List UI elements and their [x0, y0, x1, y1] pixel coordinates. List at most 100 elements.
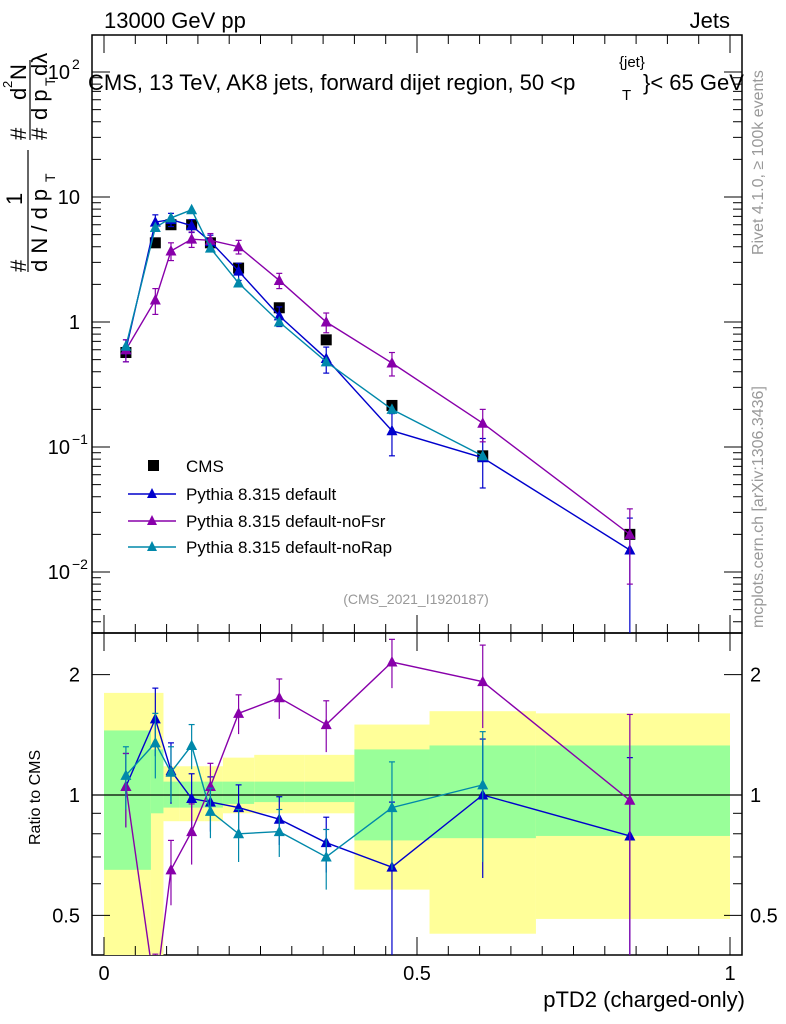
plot-title-subscript: T — [622, 87, 631, 104]
x-tick-label: 1 — [724, 963, 735, 985]
marker-noFsr — [624, 528, 636, 539]
legend-marker-norap — [147, 541, 157, 551]
ratio-bands — [92, 692, 742, 955]
ratio-y-tick-label: 0.5 — [52, 905, 80, 927]
x-tick-label: 0.5 — [403, 963, 431, 985]
ratio-marker-noFsr — [186, 825, 198, 837]
ylabel-T1: T — [42, 173, 58, 182]
side-label-rivet: Rivet 4.1.0, ≥ 100k events — [750, 70, 767, 255]
marker-noRap — [477, 449, 489, 461]
marker-noRap — [149, 221, 161, 233]
ratio-marker-noRap — [320, 850, 332, 862]
plot-title: CMS, 13 TeV, AK8 jets, forward dijet reg… — [88, 54, 744, 104]
marker-noFsr — [477, 417, 489, 428]
marker-noFsr — [386, 356, 398, 368]
marker-noRap — [120, 340, 132, 351]
ratio-marker-noFsr — [233, 707, 245, 718]
main-y-tick-label: 1 — [69, 312, 80, 334]
plot-title-main: CMS, 13 TeV, AK8 jets, forward dijet reg… — [88, 70, 575, 95]
ylabel-hash-1: # — [6, 259, 31, 272]
ratio-y-tick-label: 2 — [69, 665, 80, 687]
ratio-marker-noRap — [120, 769, 132, 780]
x-axis-label: pTD2 (charged-only) — [543, 987, 745, 1012]
marker-noRap — [204, 242, 216, 253]
main-y-tick-label: 10 — [48, 62, 70, 84]
marker-noRap — [273, 316, 285, 327]
plot-title-end: }< 65 GeV — [643, 70, 744, 95]
ylabel-hash-2: # — [6, 127, 31, 140]
marker-noRap — [233, 277, 245, 288]
ratio-line-noRap — [125, 741, 483, 858]
ylabel-d2N-N: N — [6, 64, 31, 80]
ratio-marker-noFsr — [150, 987, 161, 998]
legend-label-nofsr: Pythia 8.315 default-noFsr — [186, 512, 386, 531]
ratio-marker-noRap — [165, 766, 177, 777]
ratio-y-tick-label: 1 — [69, 785, 80, 807]
main-y-tick-label-exp: −2 — [72, 556, 88, 572]
main-y-tick-label-exp: −1 — [72, 431, 88, 447]
ratio-marker-noRap — [386, 801, 398, 813]
main-y-axis-label: # 1 d N / d p T # d 2 N # d p T dλ — [0, 53, 58, 272]
main-y-tick-label: 10 — [58, 187, 80, 209]
ratio-band-green — [535, 745, 730, 836]
main-plot-layer — [120, 203, 636, 633]
side-label-mcplots: mcplots.cern.ch [arXiv:1306.3436] — [750, 386, 767, 628]
ratio-y-tick-label-right: 2 — [750, 665, 761, 687]
marker-noRap — [165, 211, 177, 223]
marker-default — [149, 216, 161, 227]
ratio-band-green — [304, 781, 355, 803]
legend: CMS Pythia 8.315 default Pythia 8.315 de… — [128, 457, 392, 557]
ratio-marker-noFsr — [386, 656, 398, 667]
marker-default — [386, 424, 398, 436]
marker-default — [233, 265, 245, 276]
ratio-band-green — [150, 749, 164, 814]
marker-default — [273, 309, 285, 321]
ratio-marker-noRap — [204, 805, 216, 816]
marker-default — [186, 219, 198, 231]
legend-marker-nofsr — [147, 515, 157, 525]
legend-label-default: Pythia 8.315 default — [186, 485, 337, 504]
ratio-marker-noFsr — [320, 718, 332, 730]
marker-noRap — [320, 355, 332, 367]
ylabel-one: 1 — [2, 193, 27, 205]
plot-title-superscript: {jet} — [619, 54, 645, 71]
x-tick-label: 0 — [98, 963, 109, 985]
ratio-y-tick-label-right: 1 — [750, 785, 761, 807]
ratio-plot-layer — [120, 638, 636, 998]
marker-noFsr — [273, 274, 285, 285]
main-y-tick-label-exp: 2 — [72, 56, 80, 72]
ylabel-hash-3: # — [27, 127, 52, 140]
main-y-tick-label: 10 — [48, 437, 70, 459]
ratio-marker-noFsr — [624, 794, 636, 805]
category-label: Jets — [690, 8, 730, 33]
ratio-marker-noFsr — [477, 675, 489, 687]
ratio-y-axis-label: Ratio to CMS — [27, 750, 44, 845]
marker-noRap — [186, 203, 198, 215]
marker-noFsr — [186, 233, 198, 244]
ylabel-dpT: d p — [27, 89, 52, 120]
ratio-marker-noFsr — [165, 863, 177, 875]
legend-label-cms: CMS — [186, 457, 224, 476]
marker-noFsr — [233, 240, 245, 252]
ylabel-dN-dpT: d N / d p — [27, 189, 52, 272]
marker-noFsr — [149, 293, 161, 305]
ratio-marker-noRap — [149, 736, 161, 748]
ratio-y-tick-label-right: 0.5 — [750, 905, 778, 927]
ylabel-d2N-d: d — [6, 88, 31, 100]
legend-label-norap: Pythia 8.315 default-noRap — [186, 538, 392, 557]
ratio-marker-noRap — [186, 739, 198, 750]
main-y-tick-label: 10 — [48, 562, 70, 584]
marker-noRap — [386, 403, 398, 414]
ylabel-T2: T — [42, 77, 58, 86]
ratio-band-green — [254, 781, 305, 803]
cms-data-point — [320, 334, 332, 346]
ylabel-dlambda: dλ — [27, 53, 52, 76]
ratio-marker-noRap — [477, 778, 489, 790]
series-line-noRap — [125, 208, 484, 457]
ratio-marker-noRap — [273, 825, 285, 837]
marker-noFsr — [165, 244, 177, 256]
marker-noFsr — [320, 316, 332, 327]
legend-marker-cms — [148, 460, 159, 471]
